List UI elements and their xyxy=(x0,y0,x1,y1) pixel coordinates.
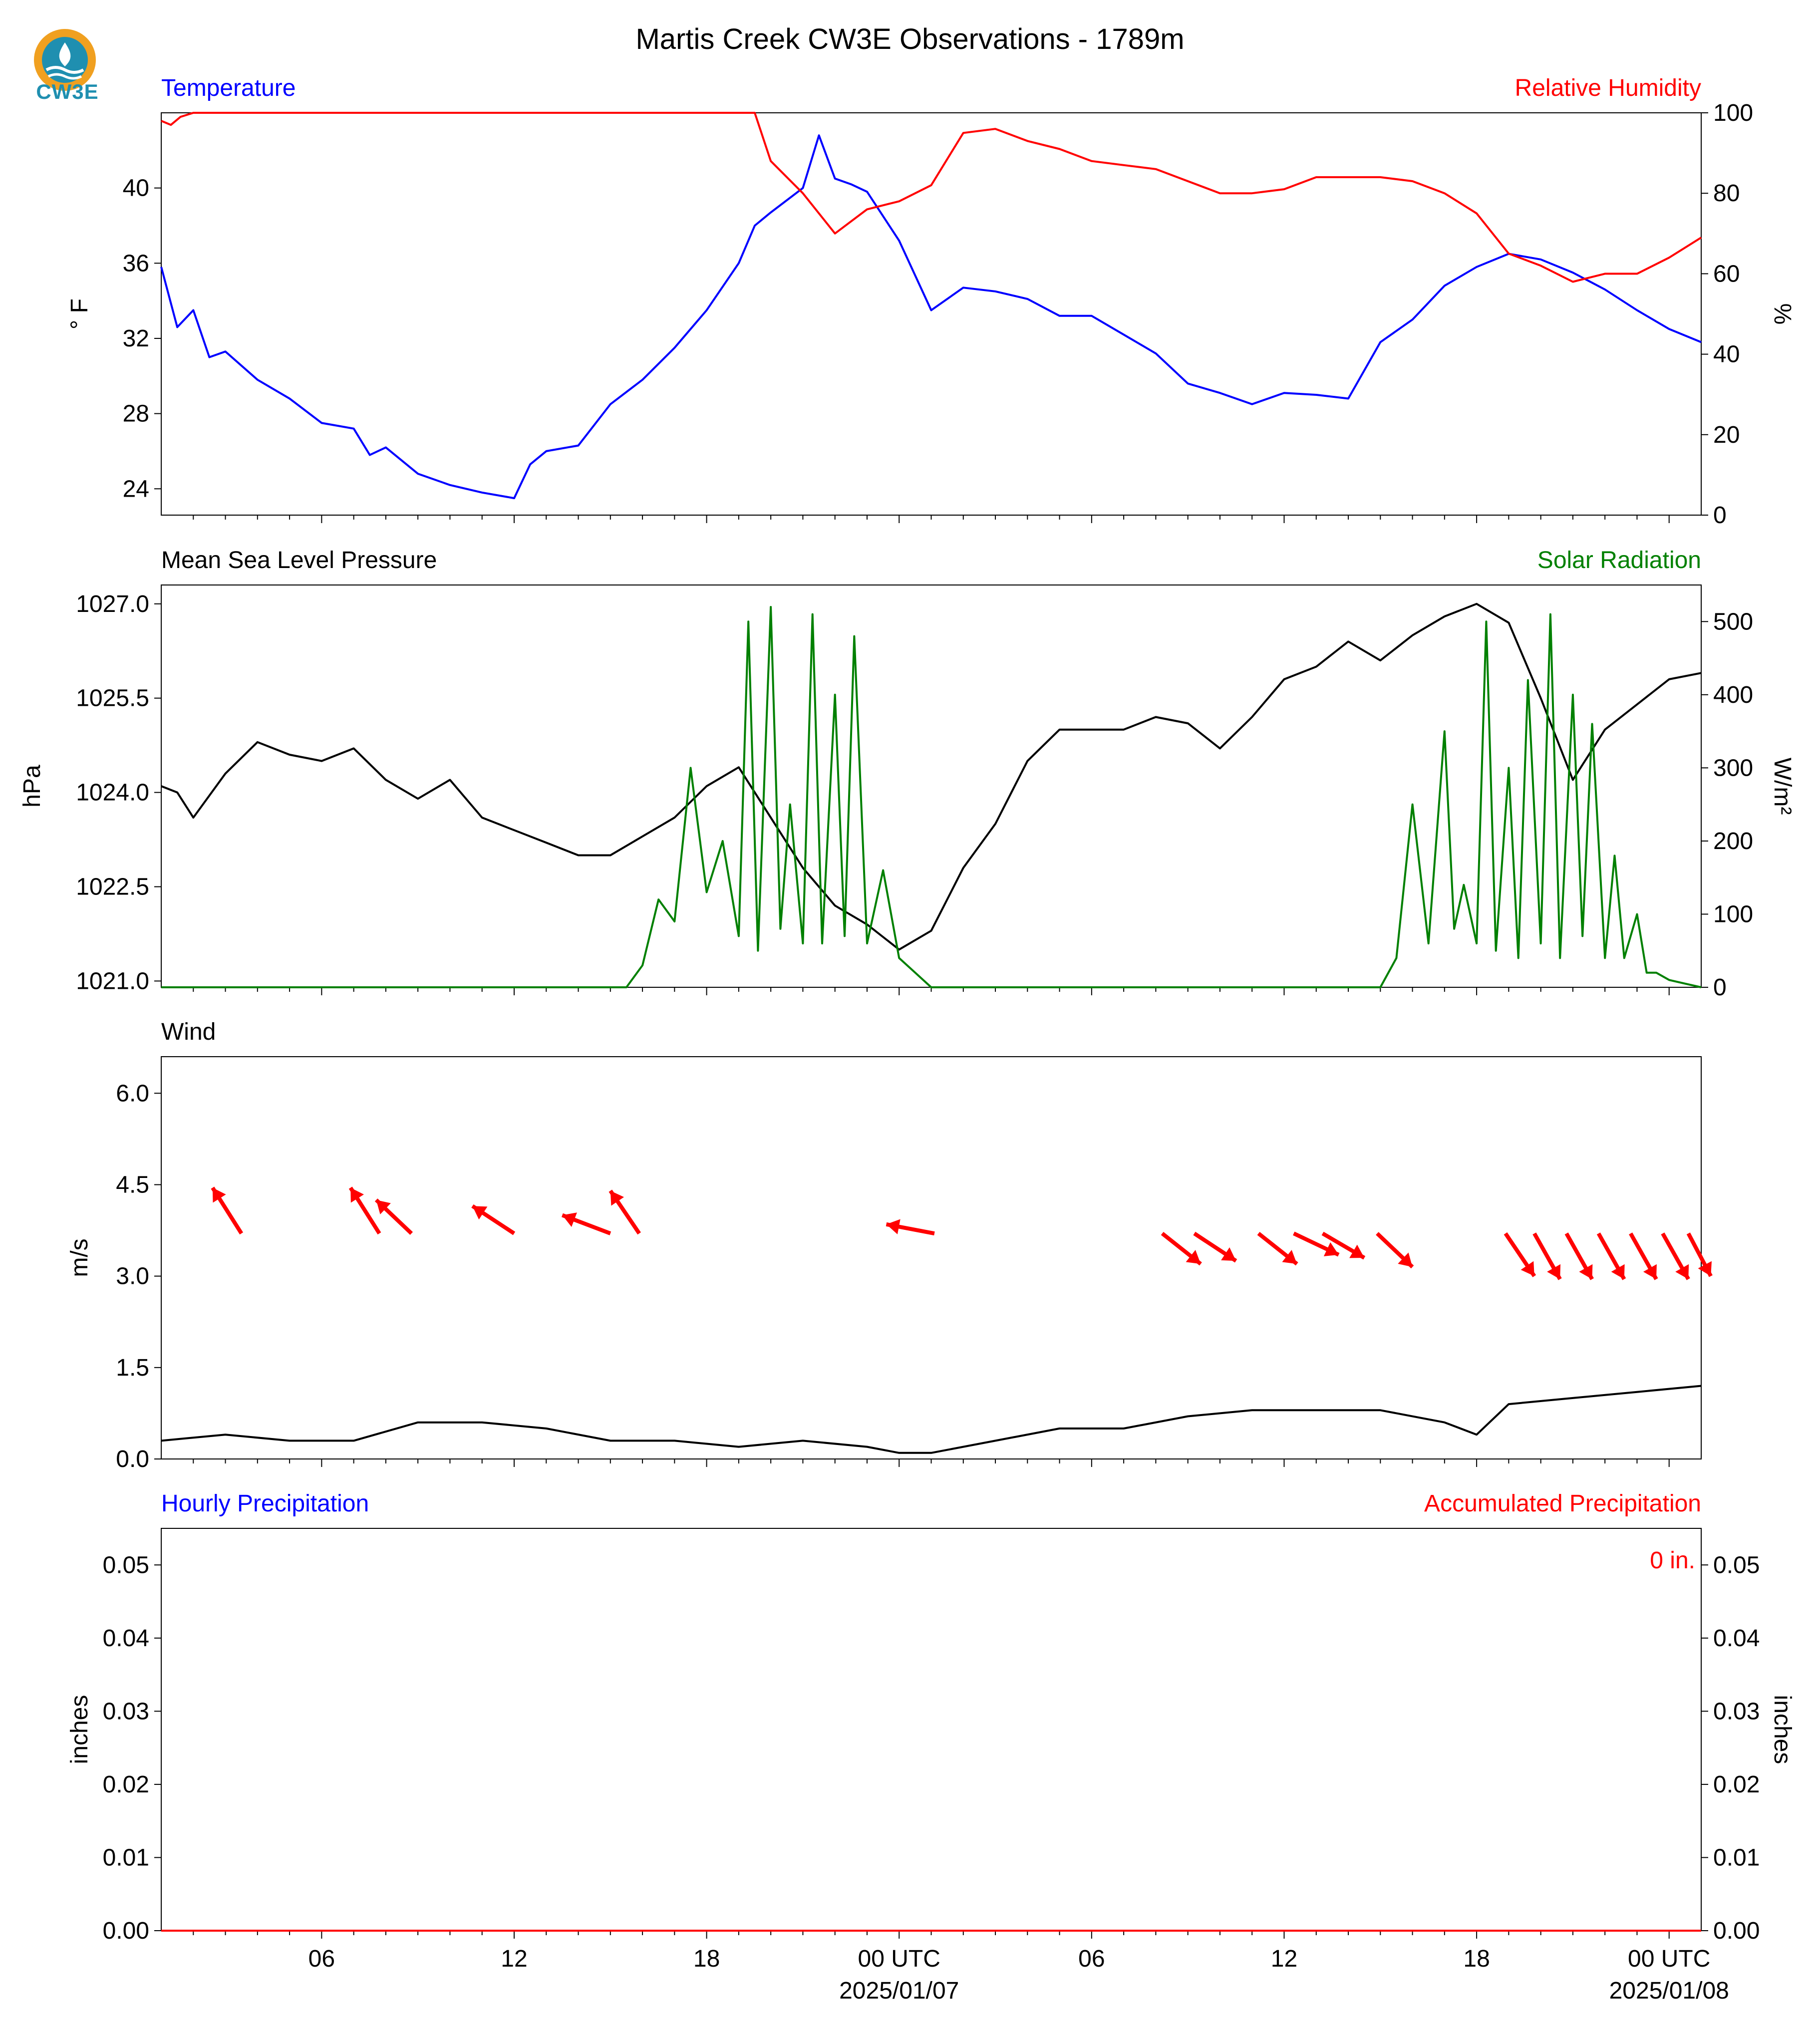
y2-tick-label: 40 xyxy=(1713,341,1740,368)
y2-tick-label: 80 xyxy=(1713,180,1740,207)
wind-arrow-head xyxy=(1349,1244,1365,1258)
cw3e-logo-icon xyxy=(34,29,96,91)
y2-tick-label: 0.02 xyxy=(1713,1771,1760,1798)
y2-tick-label: 300 xyxy=(1713,755,1753,781)
y2-tick-label: 0.00 xyxy=(1713,1918,1760,1944)
wind-arrow-head xyxy=(1675,1264,1689,1279)
y2-tick-label: 400 xyxy=(1713,682,1753,708)
logo-text: CW3E xyxy=(36,80,99,103)
x-date-label: 2025/01/08 xyxy=(1609,1978,1729,2004)
x-tick-label: 18 xyxy=(693,1946,720,1972)
y-tick-label: 24 xyxy=(123,476,149,502)
series-line-temperature-humidity-0 xyxy=(160,134,1702,500)
y-axis-label: hPa xyxy=(19,765,45,808)
wind-arrow-head xyxy=(1186,1250,1201,1264)
y-axis-label: ° F xyxy=(66,298,93,329)
y2-tick-label: 0.03 xyxy=(1713,1698,1760,1725)
panel-left-title: Temperature xyxy=(161,75,296,101)
y2-tick-label: 0 xyxy=(1713,974,1727,1001)
y-tick-label: 0.02 xyxy=(103,1771,149,1798)
x-tick-label: 00 UTC xyxy=(1628,1946,1710,1972)
y-tick-label: 0.03 xyxy=(103,1698,149,1725)
y-tick-label: 1024.0 xyxy=(76,780,149,806)
panel-left-title: Hourly Precipitation xyxy=(161,1490,369,1517)
wind-arrow-head xyxy=(350,1187,364,1203)
series-line-wind-0 xyxy=(161,1385,1702,1454)
y2-tick-label: 500 xyxy=(1713,608,1753,635)
wind-arrow-head xyxy=(1547,1264,1561,1279)
y2-tick-label: 0 xyxy=(1713,502,1727,529)
panel-frame-wind xyxy=(161,1056,1702,1459)
panel-frame-temperature-humidity xyxy=(161,112,1702,516)
y2-axis-label: W/m² xyxy=(1769,758,1796,815)
y-tick-label: 1.5 xyxy=(116,1355,149,1381)
y-axis-label: m/s xyxy=(66,1238,93,1277)
panel-frame-pressure-solar xyxy=(161,584,1702,988)
series-line-pressure-solar-1 xyxy=(161,606,1702,988)
y2-axis-label: inches xyxy=(1769,1695,1796,1764)
panel-left-title: Mean Sea Level Pressure xyxy=(161,547,437,574)
y-tick-label: 36 xyxy=(123,250,149,277)
wind-arrow-head xyxy=(1579,1264,1593,1279)
wind-arrow-head xyxy=(1698,1261,1712,1276)
panel-left-title: Wind xyxy=(161,1019,216,1045)
y2-tick-label: 0.01 xyxy=(1713,1844,1760,1871)
wind-arrow-head xyxy=(1282,1250,1297,1264)
y-tick-label: 0.04 xyxy=(103,1625,149,1652)
y-tick-label: 0.05 xyxy=(103,1552,149,1578)
y-tick-label: 3.0 xyxy=(116,1263,149,1290)
y2-tick-label: 60 xyxy=(1713,261,1740,287)
y2-tick-label: 0.04 xyxy=(1713,1625,1760,1652)
y-axis-label: inches xyxy=(66,1695,93,1764)
x-tick-label: 18 xyxy=(1463,1946,1490,1972)
x-tick-label: 12 xyxy=(1271,1946,1297,1972)
y2-tick-label: 100 xyxy=(1713,901,1753,927)
panel-right-title: Relative Humidity xyxy=(1515,75,1701,101)
y2-axis-label: % xyxy=(1769,303,1796,325)
y-tick-label: 1027.0 xyxy=(76,591,149,617)
x-tick-label: 12 xyxy=(501,1946,527,1972)
y-tick-label: 0.01 xyxy=(103,1844,149,1871)
y-tick-label: 1021.0 xyxy=(76,968,149,994)
panel-right-title: Solar Radiation xyxy=(1537,547,1701,574)
y-tick-label: 6.0 xyxy=(116,1080,149,1107)
wind-arrow-head xyxy=(562,1212,577,1227)
wind-arrow-head xyxy=(1611,1264,1625,1279)
y-tick-label: 4.5 xyxy=(116,1171,149,1198)
x-tick-label: 00 UTC xyxy=(858,1946,940,1972)
wind-arrow-head xyxy=(212,1187,226,1203)
panel-frame-precipitation xyxy=(161,1528,1702,1931)
wind-arrow-head xyxy=(376,1199,391,1214)
y-tick-label: 40 xyxy=(123,175,149,202)
x-tick-label: 06 xyxy=(308,1946,335,1972)
wind-arrow-head xyxy=(1221,1247,1236,1261)
y2-tick-label: 100 xyxy=(1713,100,1753,126)
wind-arrow-head xyxy=(1398,1252,1413,1267)
y-tick-label: 28 xyxy=(123,401,149,427)
y2-tick-label: 0.05 xyxy=(1713,1552,1760,1578)
x-tick-label: 06 xyxy=(1078,1946,1105,1972)
y2-tick-label: 200 xyxy=(1713,828,1753,855)
wind-arrow-head xyxy=(610,1190,624,1206)
y-tick-label: 0.00 xyxy=(103,1918,149,1944)
y-tick-label: 1025.5 xyxy=(76,685,149,712)
y2-tick-label: 20 xyxy=(1713,422,1740,448)
wind-arrow-head xyxy=(1323,1242,1339,1256)
y-tick-label: 0.0 xyxy=(116,1446,149,1472)
x-date-label: 2025/01/07 xyxy=(839,1978,959,2004)
wind-arrow-head xyxy=(1520,1261,1534,1276)
accumulated-total-label: 0 in. xyxy=(1650,1547,1695,1574)
chart-title: Martis Creek CW3E Observations - 1789m xyxy=(635,23,1184,55)
wind-arrow-head xyxy=(886,1219,901,1234)
series-line-pressure-solar-0 xyxy=(161,602,1702,951)
series-line-temperature-humidity-1 xyxy=(161,112,1702,283)
wind-arrow-head xyxy=(472,1206,488,1220)
panel-right-title: Accumulated Precipitation xyxy=(1424,1490,1701,1517)
wind-arrow-head xyxy=(1643,1264,1657,1279)
y-tick-label: 32 xyxy=(123,325,149,352)
y-tick-label: 1022.5 xyxy=(76,874,149,900)
